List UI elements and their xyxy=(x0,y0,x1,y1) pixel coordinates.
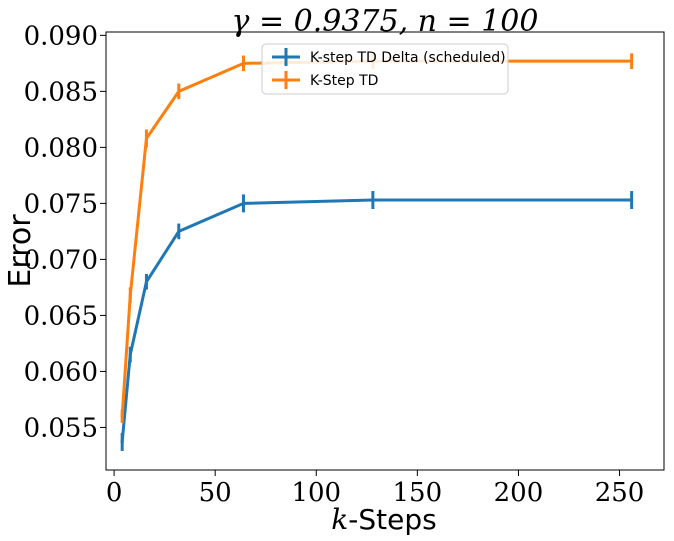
y-axis-label: Error xyxy=(3,214,38,288)
data-point xyxy=(120,414,124,418)
y-tick-label: 0.085 xyxy=(24,77,98,107)
x-tick-label: 0 xyxy=(106,478,123,508)
series-0 xyxy=(120,191,634,451)
y-tick-label: 0.090 xyxy=(24,21,98,51)
y-tick-label: 0.080 xyxy=(24,133,98,163)
legend-label-k-step-td: K-Step TD xyxy=(310,73,378,89)
data-point xyxy=(241,201,245,205)
chart-title: γ = 0.9375, n = 100 xyxy=(232,4,539,39)
x-tick-label: 50 xyxy=(199,478,232,508)
data-point xyxy=(241,61,245,65)
legend: K-step TD Delta (scheduled) K-Step TD xyxy=(261,43,509,95)
x-axis-label-variable: k xyxy=(331,503,348,536)
legend-entry-td-delta: K-step TD Delta (scheduled) xyxy=(272,48,506,66)
data-point xyxy=(128,293,132,297)
data-point xyxy=(120,440,124,444)
plot-area-frame xyxy=(105,31,665,471)
legend-entry-k-step-td: K-Step TD xyxy=(272,71,378,89)
x-tick-label: 200 xyxy=(494,478,544,508)
data-point xyxy=(630,198,634,202)
data-point xyxy=(144,280,148,284)
x-tick-label: 150 xyxy=(393,478,443,508)
data-point xyxy=(177,229,181,233)
data-point xyxy=(177,89,181,93)
data-point xyxy=(144,136,148,140)
data-point xyxy=(128,353,132,357)
x-axis-ticks: 0 50 100 150 200 250 xyxy=(106,470,645,508)
data-point xyxy=(630,59,634,63)
x-axis-label: k-Steps xyxy=(331,503,436,536)
y-tick-label: 0.055 xyxy=(24,413,98,443)
data-point xyxy=(371,198,375,202)
x-tick-label: 100 xyxy=(291,478,341,508)
y-tick-label: 0.075 xyxy=(24,189,98,219)
x-axis-label-text: -Steps xyxy=(348,503,436,536)
x-tick-label: 250 xyxy=(595,478,645,508)
legend-label-td-delta: K-step TD Delta (scheduled) xyxy=(310,50,506,66)
y-tick-label: 0.065 xyxy=(24,301,98,331)
y-tick-label: 0.060 xyxy=(24,357,98,387)
y-axis-ticks: 0.055 0.060 0.065 0.070 0.075 0.080 0.085 0.090 xyxy=(24,21,106,443)
legend-box xyxy=(261,43,509,95)
y-tick-label: 0.070 xyxy=(24,245,98,275)
